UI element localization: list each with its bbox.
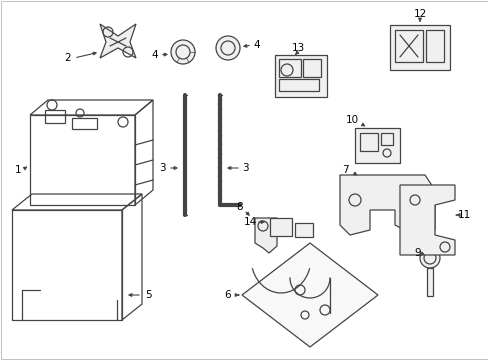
Text: 12: 12 — [412, 9, 426, 19]
Circle shape — [419, 248, 439, 268]
Bar — [294, 223, 312, 237]
Text: 10: 10 — [345, 115, 358, 125]
Text: 3: 3 — [241, 163, 248, 173]
Bar — [303, 59, 320, 77]
Text: 2: 2 — [64, 53, 71, 63]
Circle shape — [171, 40, 195, 64]
Bar — [269, 218, 291, 236]
Bar — [426, 268, 432, 296]
Bar — [389, 25, 449, 70]
Text: 14: 14 — [243, 217, 256, 227]
Polygon shape — [399, 185, 454, 255]
Bar — [394, 30, 422, 62]
Bar — [359, 133, 377, 151]
Text: 9: 9 — [414, 248, 421, 258]
Polygon shape — [100, 24, 136, 58]
Text: 13: 13 — [291, 43, 304, 53]
Text: 7: 7 — [341, 165, 347, 175]
Bar — [380, 133, 392, 145]
Bar — [354, 128, 399, 163]
Polygon shape — [254, 218, 276, 253]
Polygon shape — [242, 243, 377, 347]
Bar — [274, 55, 326, 97]
Text: 3: 3 — [159, 163, 165, 173]
Text: 4: 4 — [151, 50, 158, 60]
Text: 11: 11 — [456, 210, 469, 220]
Text: 1: 1 — [15, 165, 21, 175]
Text: 5: 5 — [144, 290, 151, 300]
Bar — [279, 59, 301, 77]
Text: 6: 6 — [224, 290, 231, 300]
Text: 4: 4 — [253, 40, 260, 50]
Polygon shape — [339, 175, 434, 235]
Bar — [425, 30, 443, 62]
Text: 8: 8 — [236, 202, 243, 212]
Bar — [279, 79, 318, 91]
Circle shape — [216, 36, 240, 60]
